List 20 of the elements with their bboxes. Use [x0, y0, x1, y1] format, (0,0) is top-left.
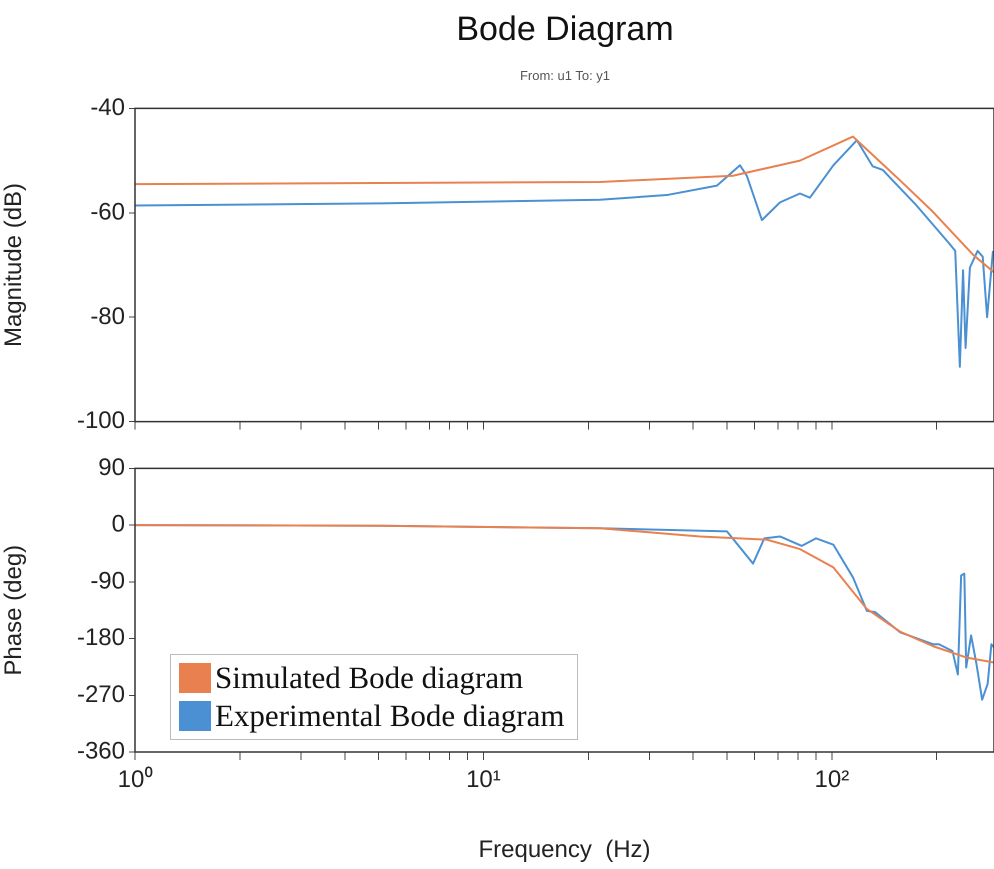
chart-subtitle: From: u1 To: y1	[518, 68, 612, 83]
x-tick-label: 10²	[814, 766, 850, 794]
x-tick-label: 10¹	[466, 766, 501, 794]
y-axis-title: Phase (deg)	[0, 544, 28, 676]
y-tick-label: -100	[76, 407, 125, 434]
x-tick-label: 10⁰	[118, 766, 152, 794]
chart-title: Bode Diagram	[455, 10, 675, 49]
y-axis-title: Magnitude (dB)	[0, 182, 28, 348]
legend-label: Simulated Bode diagram	[215, 659, 524, 697]
x-axis-title: Frequency (Hz)	[478, 836, 651, 864]
y-tick-label: -60	[90, 198, 125, 226]
y-tick-label: -360	[76, 738, 125, 765]
y-tick-label: -40	[90, 94, 125, 122]
y-tick-label: 0	[112, 510, 125, 538]
y-tick-label: -80	[90, 302, 125, 330]
y-tick-label: -180	[76, 624, 125, 652]
legend-label: Experimental Bode diagram	[215, 697, 564, 735]
y-tick-label: -270	[76, 680, 125, 708]
y-tick-label: 90	[98, 454, 125, 482]
y-tick-label: -90	[90, 567, 125, 594]
